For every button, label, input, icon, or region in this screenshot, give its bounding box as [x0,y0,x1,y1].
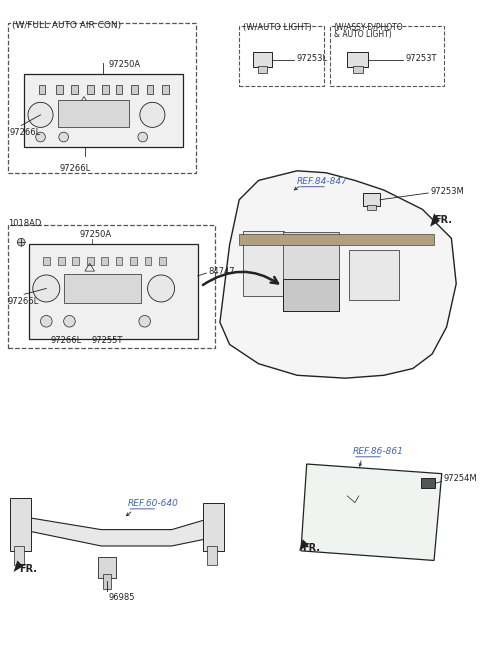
Text: 97266L: 97266L [8,297,39,306]
Bar [58,257,65,265]
Text: 97266L: 97266L [60,164,91,173]
Text: FR.: FR. [302,543,320,553]
Text: 96985: 96985 [108,593,134,602]
Circle shape [33,275,60,302]
Bar [353,66,363,74]
Text: REF.84-847: REF.84-847 [297,177,348,186]
Bar [162,85,169,94]
Text: 1018AD: 1018AD [8,219,41,228]
Circle shape [17,238,25,246]
Circle shape [138,132,147,142]
Bar [144,257,151,265]
Bar [87,85,94,94]
Text: 97253M: 97253M [430,187,464,196]
Bar [130,257,137,265]
Circle shape [28,102,53,127]
Text: 97253L: 97253L [296,54,327,63]
Bar [239,26,324,86]
Bar [203,503,224,551]
Circle shape [147,275,175,302]
Bar [8,23,196,173]
Bar [207,546,217,565]
Bar [116,257,122,265]
Text: REF.86-861: REF.86-861 [353,447,404,457]
Text: 97255T: 97255T [92,336,123,345]
Text: REF.60-640: REF.60-640 [127,499,178,509]
Bar [102,85,109,94]
Bar [283,231,338,311]
Bar [72,257,79,265]
Bar [363,193,380,206]
Bar [239,235,434,245]
Circle shape [64,315,75,327]
Bar [349,250,399,300]
Text: 97266L: 97266L [50,336,82,345]
Bar [420,478,435,488]
Circle shape [140,102,165,127]
Circle shape [139,315,150,327]
Bar [10,498,31,551]
Bar [367,204,376,210]
Text: 97250A: 97250A [108,60,140,68]
Bar [58,101,129,127]
Bar [14,546,24,565]
Polygon shape [27,518,208,546]
Text: (W/ASSY-D/PHOTO: (W/ASSY-D/PHOTO [334,23,403,32]
Polygon shape [13,560,23,572]
Bar [101,257,108,265]
Polygon shape [301,464,442,560]
Bar [98,556,116,578]
Bar [131,85,138,94]
Bar [24,74,183,147]
Bar [330,26,444,86]
Circle shape [36,132,45,142]
Bar [87,257,94,265]
Text: 97253T: 97253T [405,54,437,63]
Bar [252,52,272,66]
Bar [258,66,267,74]
Text: & AUTO LIGHT): & AUTO LIGHT) [334,30,392,39]
Bar [56,85,63,94]
Text: 97266L: 97266L [10,128,41,137]
Bar [72,85,78,94]
Bar [29,244,198,338]
Bar [103,574,111,589]
Bar [159,257,166,265]
Bar [38,85,45,94]
Bar [43,257,50,265]
Text: FR.: FR. [19,564,37,574]
Text: 97254M: 97254M [444,474,477,484]
Circle shape [59,132,69,142]
Text: 97250A: 97250A [79,231,111,239]
Bar [116,85,122,94]
Bar [347,52,369,66]
Bar [243,231,284,296]
Text: (W/FULL AUTO AIR CON): (W/FULL AUTO AIR CON) [12,21,120,30]
Polygon shape [220,171,456,378]
Polygon shape [299,539,309,551]
Text: FR.: FR. [434,215,452,225]
Bar [8,225,215,348]
Text: 84747: 84747 [208,267,235,276]
Bar [283,279,338,311]
Circle shape [40,315,52,327]
Polygon shape [430,214,440,227]
Bar [64,274,141,303]
Bar [146,85,154,94]
Text: (W/AUTO LIGHT): (W/AUTO LIGHT) [243,23,312,32]
